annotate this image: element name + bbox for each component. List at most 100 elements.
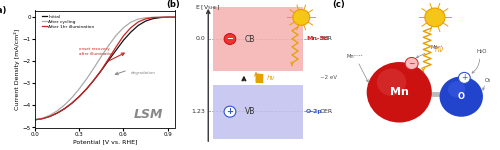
Initial [76,96,82,98]
After cycling [32,119,38,121]
After cycling [150,16,156,18]
Initial [158,17,164,18]
After 1hr illumination [32,119,38,121]
Text: degradation: degradation [131,71,156,75]
Text: 1.23: 1.23 [192,109,205,114]
After 1hr illumination [46,116,52,117]
FancyBboxPatch shape [213,85,303,139]
After 1hr illumination [91,79,97,81]
Text: −: − [226,34,234,43]
Legend: Initial, After cycling, After 1hr illumination: Initial, After cycling, After 1hr illumi… [40,13,96,30]
Text: hν: hν [267,75,276,81]
Text: Mn: Mn [390,87,408,97]
After cycling [62,104,68,106]
FancyBboxPatch shape [213,7,303,71]
Circle shape [405,57,418,70]
Initial [46,116,52,117]
Initial [54,112,60,114]
After 1hr illumination [172,16,178,18]
After cycling [158,16,164,18]
After 1hr illumination [98,69,104,71]
Initial [164,16,170,18]
Text: (b): (b) [166,0,180,9]
Initial [128,31,134,33]
Text: OER: OER [320,109,333,114]
After 1hr illumination [76,96,82,98]
Text: E [V$_\mathrm{SHE}$]: E [V$_\mathrm{SHE}$] [196,3,221,12]
Text: onset recovery
after illumination: onset recovery after illumination [79,47,114,56]
Initial [172,16,178,18]
Circle shape [224,106,236,117]
After cycling [76,88,82,90]
Text: +: + [461,73,468,82]
Initial [84,88,89,90]
After 1hr illumination [142,18,148,20]
Circle shape [224,34,236,44]
After cycling [69,97,75,99]
After cycling [120,27,126,29]
After cycling [135,18,141,20]
Circle shape [366,62,432,123]
Text: (a): (a) [0,6,6,15]
Initial [120,39,126,41]
Text: Mnⁿ⁺: Mnⁿ⁺ [416,45,443,58]
Initial [150,18,156,20]
Text: 0.0: 0.0 [196,36,205,42]
Initial [69,102,75,104]
After 1hr illumination [128,27,134,29]
Text: (c): (c) [332,0,345,9]
Text: hν: hν [435,45,444,54]
Text: O-2p: O-2p [306,109,322,114]
Text: HER: HER [320,36,332,42]
After cycling [40,117,46,119]
After cycling [106,45,112,46]
Circle shape [425,8,445,27]
Circle shape [440,76,483,117]
Initial [40,118,46,120]
Text: O₂: O₂ [484,78,491,83]
Text: H₂O: H₂O [477,49,487,54]
After cycling [164,16,170,18]
Initial [106,59,112,61]
Text: +: + [226,107,234,116]
Initial [135,25,141,26]
After cycling [91,67,97,69]
After cycling [46,114,52,116]
Circle shape [448,81,466,98]
After 1hr illumination [113,46,119,48]
Text: LSM: LSM [134,108,163,121]
After cycling [98,56,104,57]
Initial [62,108,68,110]
Line: After cycling: After cycling [35,17,175,120]
Y-axis label: Current Density [mA/cm²]: Current Density [mA/cm²] [14,28,20,110]
Initial [98,70,104,71]
After cycling [84,78,89,80]
Circle shape [377,69,406,96]
Initial [91,79,97,81]
Text: ~2 eV: ~2 eV [320,75,337,80]
Circle shape [458,72,470,83]
After cycling [172,16,178,18]
Text: Mn-3d: Mn-3d [306,36,328,42]
Initial [32,119,38,121]
After cycling [128,21,134,23]
Initial [142,20,148,22]
Text: Mnⁿ⁻¹⁺: Mnⁿ⁻¹⁺ [346,54,368,82]
After cycling [113,34,119,36]
After 1hr illumination [164,16,170,18]
After 1hr illumination [84,88,89,90]
After 1hr illumination [158,16,164,18]
After 1hr illumination [106,58,112,60]
Text: CB: CB [245,34,256,43]
After 1hr illumination [62,108,68,110]
After 1hr illumination [120,35,126,37]
After cycling [142,17,148,19]
After 1hr illumination [40,118,46,120]
After cycling [54,110,60,112]
After 1hr illumination [150,17,156,18]
Text: VB: VB [245,107,256,116]
Initial [113,49,119,51]
X-axis label: Potential [V vs. RHE]: Potential [V vs. RHE] [73,140,137,144]
After 1hr illumination [69,102,75,104]
Circle shape [292,9,310,25]
